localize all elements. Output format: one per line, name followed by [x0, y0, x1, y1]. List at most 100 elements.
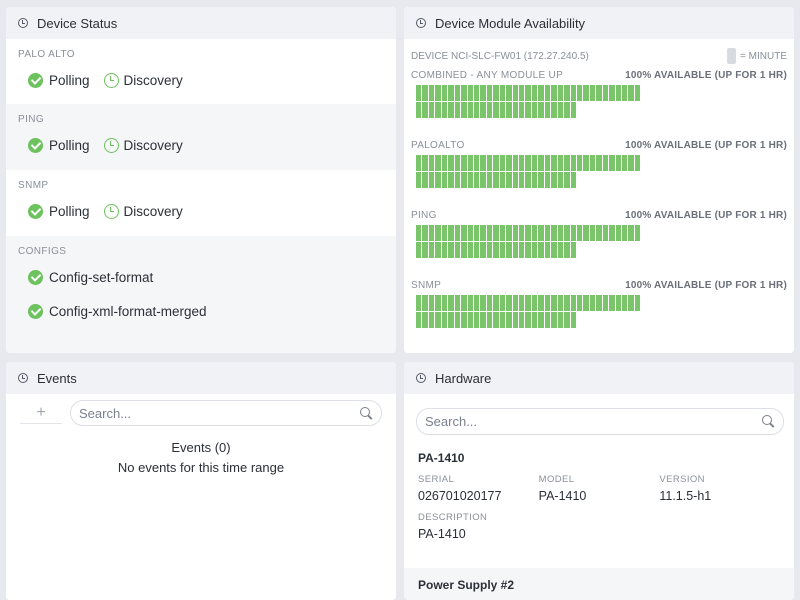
minute-cell: [564, 295, 570, 311]
minute-cell: [448, 312, 454, 328]
hardware-title: Hardware: [435, 370, 492, 386]
availability-panel: Device Module Availability DEVICE NCI-SL…: [404, 7, 794, 353]
module-status: 100% AVAILABLE (UP FOR 1 HR): [625, 69, 787, 81]
minute-cell: [486, 172, 493, 188]
minute-cell: [461, 155, 467, 171]
minute-cell: [564, 102, 570, 118]
section-label: SNMP: [18, 180, 49, 191]
module-row: COMBINED - ANY MODULE UP 100% AVAILABLE (…: [411, 65, 787, 85]
minute-cell: [512, 155, 518, 171]
minute-cell: [589, 155, 596, 171]
minute-cell: [519, 295, 525, 311]
minute-cell: [538, 155, 544, 171]
availability-bar-row: [416, 295, 787, 311]
minute-cell: [564, 172, 570, 188]
minute-cell: [416, 102, 422, 118]
minute-cell: [454, 172, 461, 188]
search-icon[interactable]: [360, 406, 373, 420]
status-section-paloalto: PALO ALTO Polling Discovery: [6, 39, 396, 104]
description-value: PA-1410: [418, 527, 466, 541]
minute-cell: [435, 102, 441, 118]
minute-cell: [435, 172, 441, 188]
device-row: DEVICE NCI-SLC-FW01 (172.27.240.5) = MIN…: [411, 47, 787, 65]
minute-cell: [570, 295, 576, 311]
description-label: DESCRIPTION: [418, 512, 488, 523]
minute-cell: [576, 155, 583, 171]
module-name: COMBINED - ANY MODULE UP: [411, 69, 564, 81]
minute-cell: [564, 242, 570, 258]
minute-cell: [628, 295, 634, 311]
minute-cell: [428, 172, 435, 188]
availability-title: Device Module Availability: [435, 15, 586, 31]
minute-cell: [416, 295, 422, 311]
hardware-item: PA-1410 SERIAL 026701020177 MODEL PA-141…: [404, 435, 794, 543]
minute-cell: [441, 242, 448, 258]
minute-cell: [525, 295, 531, 311]
minute-cell: [596, 155, 602, 171]
minute-cell: [435, 295, 441, 311]
next-hardware-item: Power Supply #2: [404, 568, 794, 600]
minute-cell: [454, 295, 461, 311]
clock-icon: [103, 72, 119, 88]
minute-cell: [622, 225, 628, 241]
events-empty-state: Events (0) No events for this time range: [6, 438, 396, 478]
minute-cell: [441, 172, 448, 188]
minute-cell: [506, 312, 512, 328]
minute-cell: [416, 225, 422, 241]
model-value: PA-1410: [538, 489, 587, 503]
minute-cell: [570, 225, 576, 241]
minute-cell: [589, 295, 596, 311]
minute-cell: [467, 85, 473, 101]
minute-cell: [525, 312, 531, 328]
availability-bar-row: [416, 312, 787, 328]
hardware-header: Hardware: [404, 362, 794, 394]
section-label: PALO ALTO: [18, 49, 75, 60]
minute-cell: [499, 85, 506, 101]
minute-cell: [461, 172, 467, 188]
availability-bar-grid: [411, 225, 787, 275]
minute-cell: [622, 85, 628, 101]
minute-cell: [622, 295, 628, 311]
minute-cell: [570, 155, 576, 171]
minute-cell: [576, 295, 583, 311]
search-placeholder: Search...: [425, 414, 478, 429]
minute-cell: [448, 225, 454, 241]
events-empty-message: No events for this time range: [117, 460, 285, 475]
minute-cell: [583, 225, 589, 241]
minute-cell: [448, 295, 454, 311]
section-label: CONFIGS: [18, 246, 67, 257]
minute-cell: [486, 85, 493, 101]
minute-cell: [473, 242, 480, 258]
minute-cell: [564, 85, 570, 101]
events-title: Events: [37, 370, 77, 386]
minute-cell: [422, 242, 428, 258]
minute-cell: [493, 102, 499, 118]
minute-cell: [583, 155, 589, 171]
minute-cell: [454, 225, 461, 241]
add-event-button[interactable]: +: [20, 402, 62, 424]
minute-cell: [467, 295, 473, 311]
hardware-search-input[interactable]: Search...: [416, 408, 784, 435]
minute-cell: [448, 172, 454, 188]
minute-cell: [557, 102, 564, 118]
minute-cell: [525, 225, 531, 241]
minute-cell: [628, 85, 634, 101]
search-icon[interactable]: [762, 415, 775, 428]
polling-status: Polling: [49, 137, 90, 153]
minute-cell: [570, 312, 576, 328]
events-search-input[interactable]: Search...: [70, 400, 382, 426]
minute-cell: [544, 172, 551, 188]
minute-cell: [519, 102, 525, 118]
minute-cell: [428, 85, 435, 101]
minute-cell: [519, 225, 525, 241]
minute-cell: [602, 225, 609, 241]
minute-cell: [480, 85, 486, 101]
minute-cell: [519, 155, 525, 171]
availability-bar-row: [416, 85, 787, 101]
minute-cell: [538, 295, 544, 311]
minute-cell: [416, 312, 422, 328]
clock-icon: [416, 373, 426, 383]
minute-cell: [506, 242, 512, 258]
config-name: Config-xml-format-merged: [49, 303, 207, 319]
minute-cell: [493, 242, 499, 258]
